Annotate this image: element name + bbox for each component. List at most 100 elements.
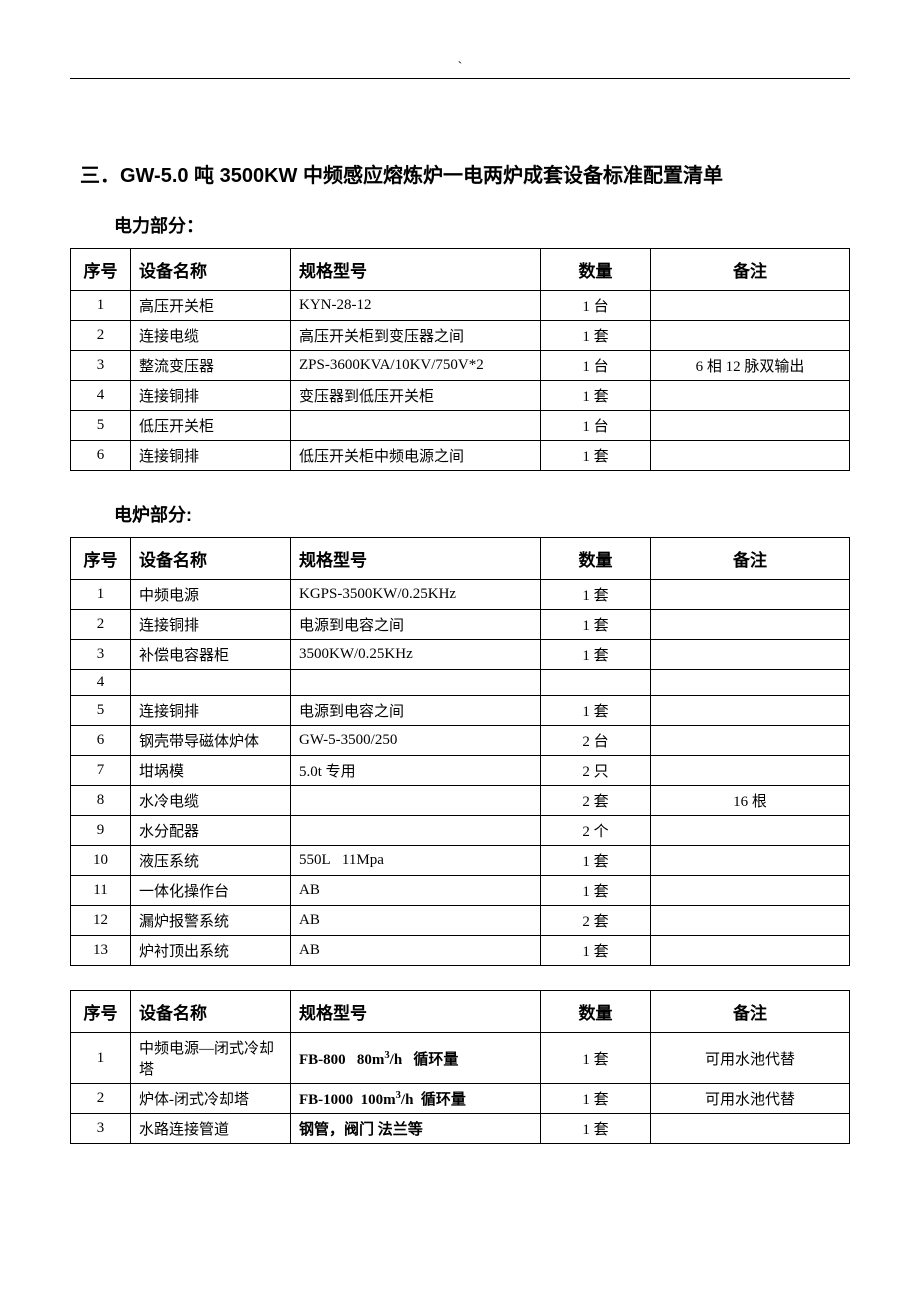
cell-spec: [291, 816, 541, 846]
cell-qty: 1 套: [541, 936, 651, 966]
spec-table: 序号设备名称规格型号数量备注1高压开关柜KYN-28-121 台2连接电缆高压开…: [70, 248, 850, 471]
cell-idx: 1: [71, 1033, 131, 1084]
cell-name: 补偿电容器柜: [131, 640, 291, 670]
cell-idx: 4: [71, 670, 131, 696]
cell-qty: 2 个: [541, 816, 651, 846]
table-header-idx: 序号: [71, 538, 131, 580]
cell-idx: 3: [71, 640, 131, 670]
cell-idx: 2: [71, 610, 131, 640]
table-header-qty: 数量: [541, 538, 651, 580]
table-row: 5低压开关柜1 台: [71, 411, 850, 441]
cell-note: [651, 936, 850, 966]
cell-idx: 6: [71, 441, 131, 471]
cell-qty: 1 套: [541, 321, 651, 351]
cell-spec: 3500KW/0.25KHz: [291, 640, 541, 670]
cell-spec: KYN-28-12: [291, 291, 541, 321]
cell-note: [651, 640, 850, 670]
table-header-idx: 序号: [71, 991, 131, 1033]
cell-qty: 1 套: [541, 640, 651, 670]
table-row: 3整流变压器ZPS-3600KVA/10KV/750V*21 台6 相 12 脉…: [71, 351, 850, 381]
cell-name: [131, 670, 291, 696]
cell-idx: 1: [71, 291, 131, 321]
cell-idx: 6: [71, 726, 131, 756]
table-row: 2连接电缆高压开关柜到变压器之间1 套: [71, 321, 850, 351]
cell-spec: AB: [291, 876, 541, 906]
cell-qty: 1 套: [541, 580, 651, 610]
cell-spec: FB-1000 100m3/h 循环量: [291, 1084, 541, 1114]
table-row: 6连接铜排低压开关柜中频电源之间1 套: [71, 441, 850, 471]
table-row: 1中频电源KGPS-3500KW/0.25KHz1 套: [71, 580, 850, 610]
cell-spec: AB: [291, 906, 541, 936]
table-row: 5连接铜排电源到电容之间1 套: [71, 696, 850, 726]
cell-name: 水分配器: [131, 816, 291, 846]
cell-idx: 2: [71, 1084, 131, 1114]
table-row: 3水路连接管道钢管，阀门 法兰等1 套: [71, 1114, 850, 1144]
document-content: 电力部分：序号设备名称规格型号数量备注1高压开关柜KYN-28-121 台2连接…: [70, 212, 850, 1144]
cell-idx: 5: [71, 696, 131, 726]
table-header-name: 设备名称: [131, 991, 291, 1033]
cell-note: 16 根: [651, 786, 850, 816]
page-header-mark: `: [70, 60, 850, 79]
cell-name: 连接铜排: [131, 441, 291, 471]
cell-name: 坩埚模: [131, 756, 291, 786]
cell-spec: 低压开关柜中频电源之间: [291, 441, 541, 471]
cell-qty: 1 台: [541, 351, 651, 381]
cell-name: 水冷电缆: [131, 786, 291, 816]
cell-note: [651, 726, 850, 756]
table-row: 9水分配器2 个: [71, 816, 850, 846]
table-row: 13炉衬顶出系统AB1 套: [71, 936, 850, 966]
cell-name: 一体化操作台: [131, 876, 291, 906]
table-header-qty: 数量: [541, 249, 651, 291]
table-header-spec: 规格型号: [291, 249, 541, 291]
cell-note: [651, 696, 850, 726]
spec-table: 序号设备名称规格型号数量备注1中频电源KGPS-3500KW/0.25KHz1 …: [70, 537, 850, 966]
cell-spec: GW-5-3500/250: [291, 726, 541, 756]
table-row: 11一体化操作台AB1 套: [71, 876, 850, 906]
cell-spec: 变压器到低压开关柜: [291, 381, 541, 411]
cell-name: 高压开关柜: [131, 291, 291, 321]
section-title: 电炉部分:: [70, 501, 850, 527]
cell-note: [651, 906, 850, 936]
cell-name: 炉体-闭式冷却塔: [131, 1084, 291, 1114]
cell-qty: 1 套: [541, 381, 651, 411]
cell-idx: 4: [71, 381, 131, 411]
table-header-row: 序号设备名称规格型号数量备注: [71, 538, 850, 580]
table-header-spec: 规格型号: [291, 991, 541, 1033]
cell-spec: 550L 11Mpa: [291, 846, 541, 876]
cell-name: 整流变压器: [131, 351, 291, 381]
cell-idx: 3: [71, 1114, 131, 1144]
cell-qty: [541, 670, 651, 696]
cell-note: [651, 1114, 850, 1144]
table-header-qty: 数量: [541, 991, 651, 1033]
cell-qty: 2 套: [541, 906, 651, 936]
cell-name: 连接铜排: [131, 610, 291, 640]
cell-name: 炉衬顶出系统: [131, 936, 291, 966]
table-row: 6钢壳带导磁体炉体GW-5-3500/2502 台: [71, 726, 850, 756]
cell-spec: [291, 411, 541, 441]
cell-note: [651, 291, 850, 321]
table-header-row: 序号设备名称规格型号数量备注: [71, 249, 850, 291]
cell-qty: 1 套: [541, 846, 651, 876]
cell-note: [651, 580, 850, 610]
cell-qty: 1 套: [541, 1033, 651, 1084]
cell-note: [651, 756, 850, 786]
table-header-note: 备注: [651, 991, 850, 1033]
table-row: 4: [71, 670, 850, 696]
cell-note: [651, 846, 850, 876]
cell-name: 液压系统: [131, 846, 291, 876]
table-header-note: 备注: [651, 538, 850, 580]
table-row: 1高压开关柜KYN-28-121 台: [71, 291, 850, 321]
table-header-name: 设备名称: [131, 249, 291, 291]
cell-name: 钢壳带导磁体炉体: [131, 726, 291, 756]
cell-name: 漏炉报警系统: [131, 906, 291, 936]
cell-spec: FB-800 80m3/h 循环量: [291, 1033, 541, 1084]
table-row: 8水冷电缆2 套16 根: [71, 786, 850, 816]
table-row: 2连接铜排电源到电容之间1 套: [71, 610, 850, 640]
cell-name: 连接铜排: [131, 381, 291, 411]
table-header-idx: 序号: [71, 249, 131, 291]
cell-note: [651, 816, 850, 846]
cell-qty: 1 套: [541, 610, 651, 640]
cell-qty: 1 套: [541, 1084, 651, 1114]
cell-name: 连接电缆: [131, 321, 291, 351]
cell-spec: 电源到电容之间: [291, 610, 541, 640]
